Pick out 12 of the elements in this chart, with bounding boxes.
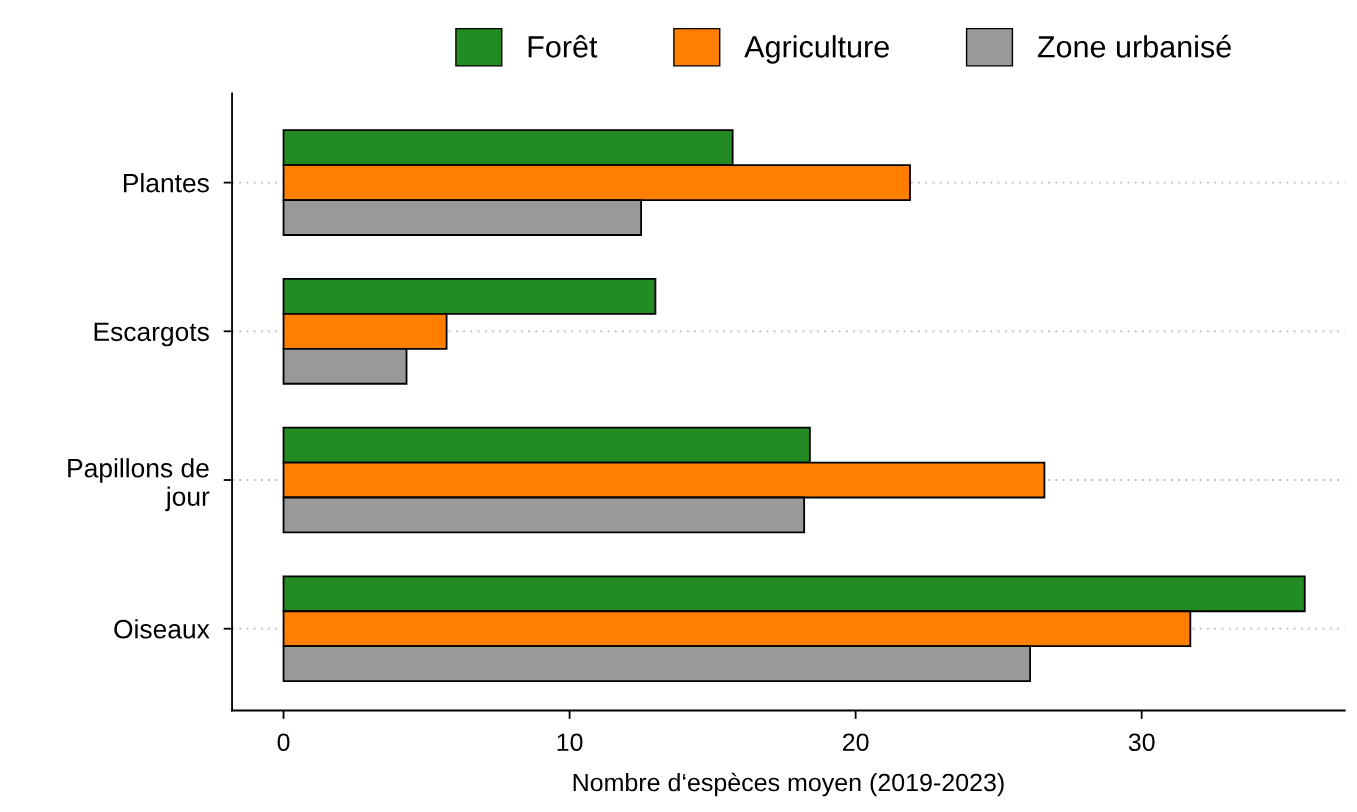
- legend-label: Zone urbanisé: [1037, 34, 1231, 58]
- y-tick-label: Escargots: [94, 322, 209, 347]
- y-tick-label: Oiseaux: [114, 619, 210, 639]
- legend-label: Agriculture: [744, 35, 889, 64]
- x-axis-title: Nombre d‘espèces moyen (2019-2023): [573, 772, 1004, 797]
- x-tick-label: 0: [277, 733, 290, 752]
- y-tick-label: Plantes: [123, 173, 209, 193]
- y-tick-label: Papillons de jour: [68, 458, 210, 512]
- x-tick-label: 20: [842, 733, 869, 752]
- legend-label: Forêt: [528, 35, 598, 58]
- x-tick-label: 30: [1128, 733, 1155, 752]
- x-tick-label: 10: [557, 733, 583, 752]
